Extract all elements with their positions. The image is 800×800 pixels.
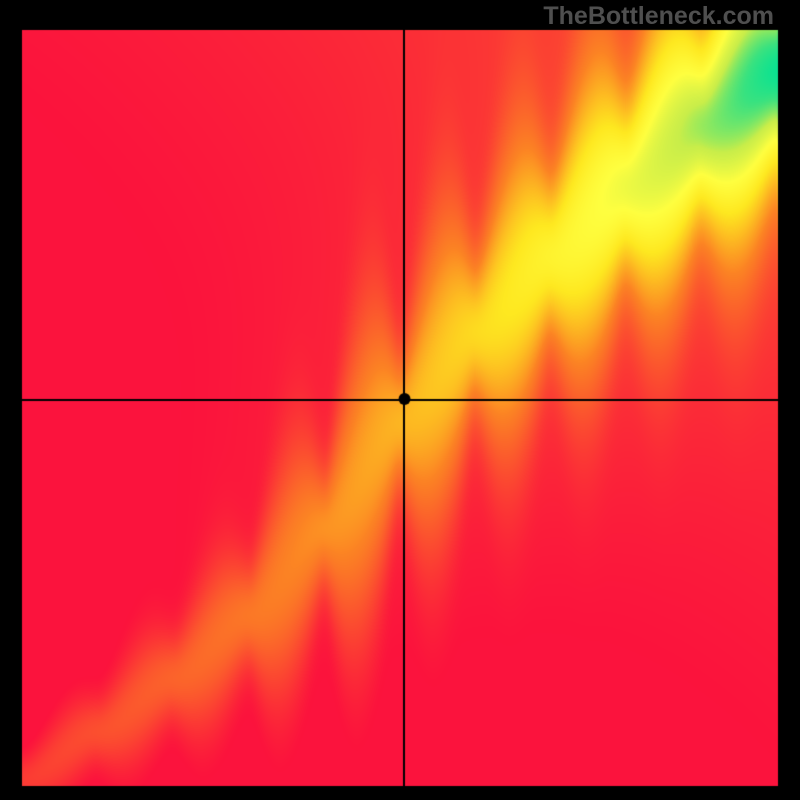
- watermark-text: TheBottleneck.com: [543, 2, 774, 31]
- chart-container: TheBottleneck.com: [0, 0, 800, 800]
- bottleneck-heatmap: [0, 0, 800, 800]
